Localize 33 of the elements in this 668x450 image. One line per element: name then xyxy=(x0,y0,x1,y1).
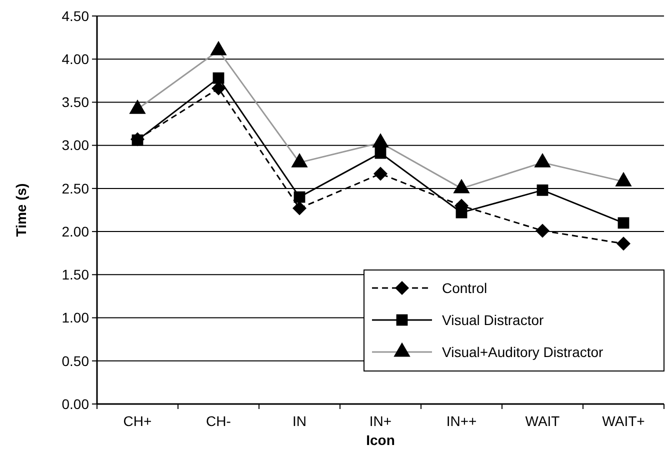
point xyxy=(456,206,468,218)
point xyxy=(374,166,388,181)
legend-label: Visual Distractor xyxy=(442,312,544,328)
x-tick-label: IN++ xyxy=(446,413,477,429)
x-tick-label: CH- xyxy=(206,413,232,429)
legend-label: Control xyxy=(442,280,488,296)
y-axis-title: Time (s) xyxy=(13,183,29,237)
point xyxy=(292,201,306,216)
y-tick-label: 0.50 xyxy=(62,352,90,369)
y-tick-label: 2.00 xyxy=(62,223,90,240)
x-tick-label: IN+ xyxy=(369,413,392,429)
x-axis-title: Icon xyxy=(366,432,395,448)
point xyxy=(374,147,386,159)
point xyxy=(132,134,144,146)
point xyxy=(618,217,630,229)
x-tick-label: WAIT+ xyxy=(602,413,645,429)
point xyxy=(294,191,306,203)
y-tick-label: 2.50 xyxy=(62,180,90,196)
legend-label: Visual+Auditory Distractor xyxy=(442,344,604,360)
point xyxy=(212,72,224,84)
y-tick-label: 3.50 xyxy=(62,94,90,110)
x-tick-label: IN xyxy=(292,413,306,429)
y-tick-label: 1.50 xyxy=(62,266,90,283)
point xyxy=(536,184,548,196)
x-tick-label: CH+ xyxy=(123,413,152,429)
y-tick-label: 4.50 xyxy=(62,8,90,24)
y-tick-label: 0.00 xyxy=(62,396,90,412)
x-tick-label: WAIT xyxy=(525,413,560,429)
y-tick-label: 4.00 xyxy=(62,51,90,68)
y-tick-label: 1.00 xyxy=(62,310,90,326)
point xyxy=(536,224,550,238)
y-tick-label: 3.00 xyxy=(62,137,90,154)
point xyxy=(616,236,630,251)
